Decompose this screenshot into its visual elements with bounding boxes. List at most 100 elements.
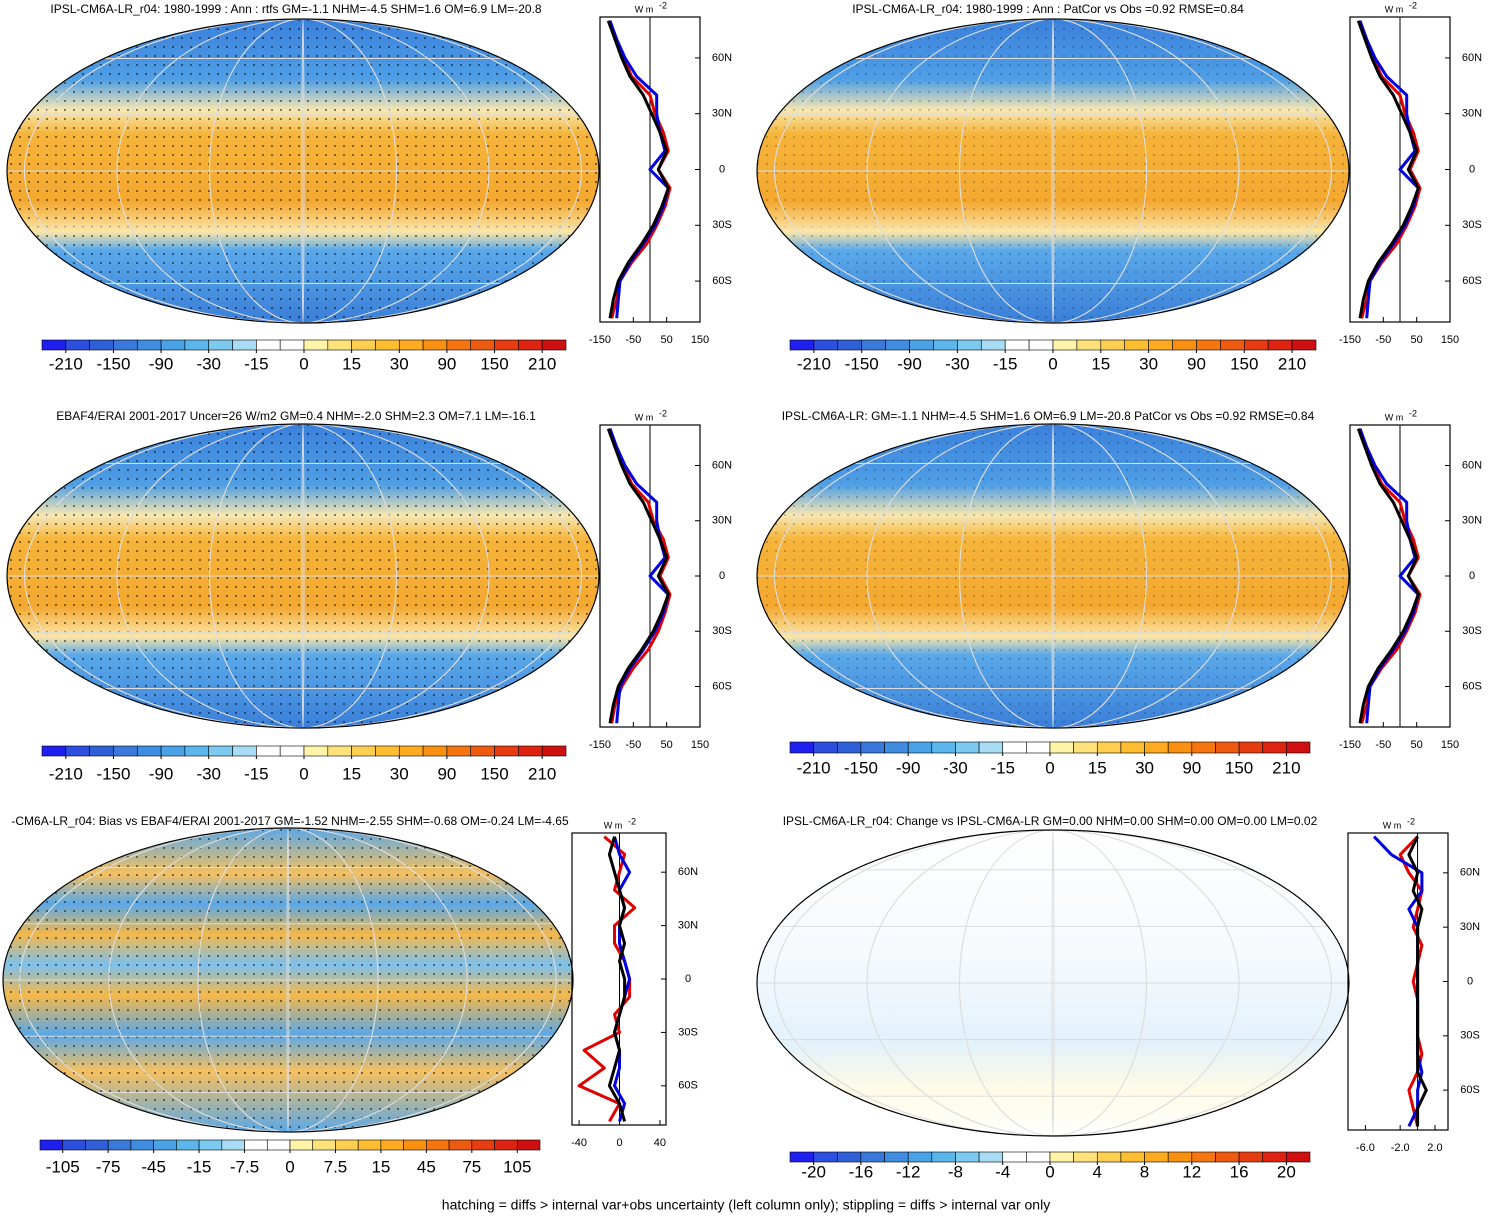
colorbar-label: -30 (945, 354, 970, 373)
colorbar-box (860, 1151, 885, 1163)
colorbar-box (153, 1139, 177, 1151)
colorbar-box (89, 339, 114, 351)
x-tick-label: 50 (1411, 739, 1423, 751)
colorbar-box (541, 339, 567, 351)
zonal-line (1407, 835, 1428, 1127)
colorbar-box (494, 745, 519, 757)
colorbar-box (1002, 1151, 1027, 1163)
colorbar-box (198, 1139, 223, 1151)
colorbar-box (837, 339, 863, 351)
colorbar-box (327, 339, 352, 351)
colorbar-box (1191, 1151, 1216, 1163)
colorbar-box (1196, 339, 1221, 351)
map (757, 830, 1349, 1136)
colorbar-box (1215, 1151, 1240, 1163)
colorbar-label: -150 (96, 764, 130, 783)
colorbar-label: 15 (342, 764, 361, 783)
colorbar-box (1172, 339, 1197, 351)
colorbar-box (470, 745, 495, 757)
colorbar-box (861, 339, 886, 351)
colorbar-label: -30 (943, 758, 968, 777)
colorbar-label: 30 (1135, 758, 1154, 777)
colorbar-label: 150 (1225, 758, 1253, 777)
colorbar-box (931, 1151, 956, 1163)
colorbar-box (931, 741, 956, 754)
colorbar-box (1191, 741, 1216, 754)
map-outline (2, 827, 574, 1133)
x-tick-label: 150 (1441, 739, 1459, 751)
colorbar-box (312, 1139, 336, 1151)
colorbar-label: -75 (96, 1157, 121, 1176)
colorbar-box (1096, 741, 1122, 754)
y-tick-label: 0 (1469, 570, 1475, 582)
panel-title: IPSL-CM6A-LR_r04: 1980-1999 : Ann : PatC… (852, 2, 1244, 16)
colorbar-label: 30 (1139, 354, 1158, 373)
zonal-line (606, 20, 670, 319)
colorbar-box (471, 1139, 495, 1151)
zonal-line (607, 836, 627, 1122)
colorbar-box (136, 745, 162, 757)
zonal-line (608, 428, 672, 724)
x-tick-label: 2.0 (1427, 1142, 1442, 1154)
colorbar-box (398, 745, 424, 757)
graticule (116, 19, 490, 323)
colorbar-box (184, 745, 210, 757)
y-tick-label: 60N (678, 866, 698, 878)
x-tick-label: 40 (654, 1137, 666, 1149)
colorbar-box (448, 1139, 473, 1151)
colorbar-box (1026, 1151, 1051, 1163)
colorbar-box (279, 745, 305, 757)
graticule (209, 424, 397, 728)
colorbar-box (41, 745, 67, 757)
zonal-line (1356, 428, 1420, 724)
colorbar-label: 16 (1230, 1162, 1249, 1181)
unit-label: W m (1385, 412, 1404, 422)
graticule (197, 828, 379, 1132)
colorbar-label: 75 (462, 1157, 481, 1176)
panel-title: IPSL-CM6A-LR: GM=-1.1 NHM=-4.5 SHM=1.6 O… (782, 409, 1315, 423)
colorbar-box (398, 339, 424, 351)
colorbar-box (184, 339, 210, 351)
panel-title: -CM6A-LR_r04: Bias vs EBAF4/ERAI 2001-20… (11, 814, 569, 828)
colorbar-label: 15 (1088, 758, 1107, 777)
map (7, 424, 599, 728)
colorbar-box (160, 745, 186, 757)
colorbar-box (541, 745, 567, 757)
colorbar-label: -15 (187, 1157, 212, 1176)
colorbar-box (955, 741, 980, 754)
graticule (286, 828, 290, 1132)
zonal-line (1358, 20, 1422, 319)
x-tick-label: -150 (1339, 739, 1361, 751)
colorbar-box (836, 741, 862, 754)
map (757, 424, 1349, 728)
x-tick-label: -150 (589, 334, 611, 346)
y-tick-label: 60N (1462, 52, 1482, 64)
colorbar-box (1220, 339, 1245, 351)
colorbar-label: 30 (390, 764, 409, 783)
graticule (209, 19, 397, 323)
colorbar-box (1262, 741, 1287, 754)
colorbar-box (1144, 741, 1169, 754)
colorbar-label: 20 (1277, 1162, 1296, 1181)
colorbar-box (957, 339, 982, 351)
colorbar-box (885, 339, 910, 351)
y-tick-label: 60N (712, 459, 732, 471)
colorbar-label: 45 (417, 1157, 436, 1176)
graticule (1051, 830, 1055, 1136)
unit-sup: -2 (659, 0, 667, 10)
zonal-frame (1347, 832, 1449, 1131)
colorbar-box (65, 339, 90, 351)
panel-title: IPSL-CM6A-LR_r04: 1980-1999 : Ann : rtfs… (50, 2, 542, 16)
colorbar-box (327, 745, 352, 757)
map-outline (6, 18, 600, 324)
colorbar-box (494, 1139, 518, 1151)
colorbar-label: 210 (528, 764, 556, 783)
graticule (774, 19, 1332, 323)
y-tick-label: 30N (678, 919, 698, 931)
colorbar-box (1073, 741, 1098, 754)
colorbar-label: 210 (1278, 354, 1306, 373)
colorbar-label: 210 (1272, 758, 1300, 777)
y-tick-label: 30S (678, 1026, 698, 1038)
colorbar-box (1238, 1151, 1264, 1163)
y-tick-label: 30S (1460, 1030, 1480, 1042)
